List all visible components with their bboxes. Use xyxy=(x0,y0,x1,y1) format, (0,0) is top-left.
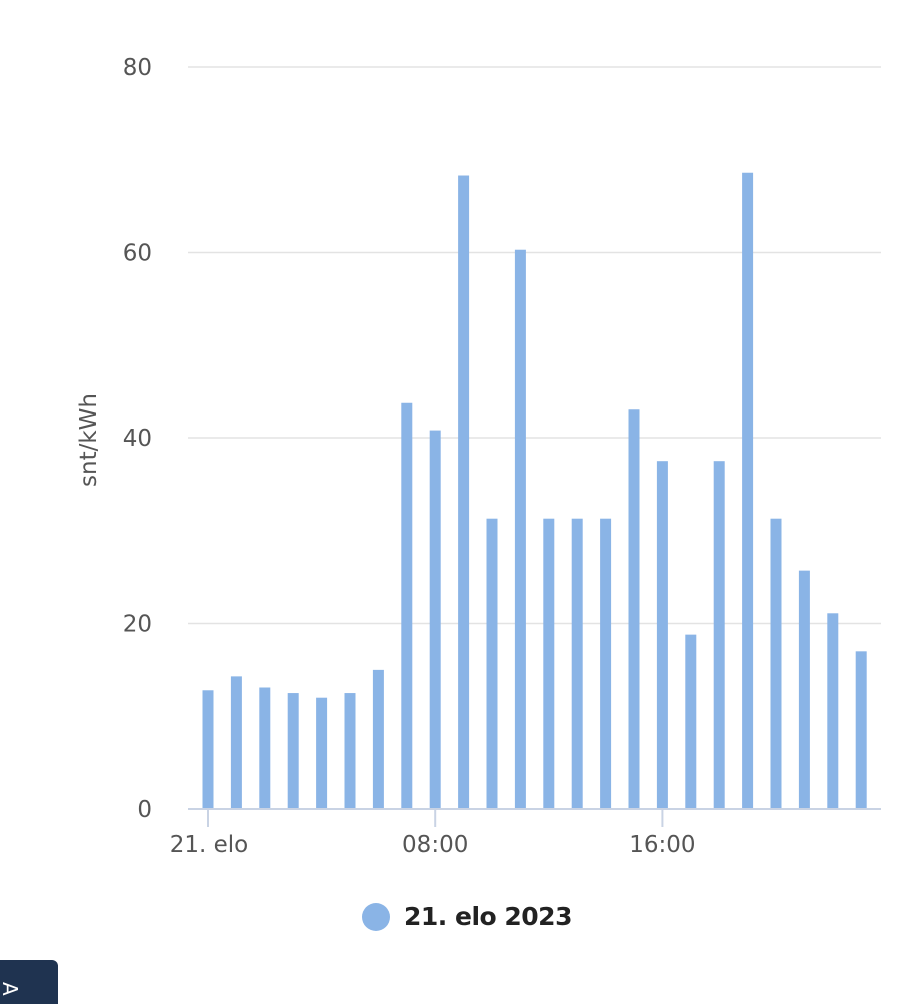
bar[interactable] xyxy=(316,697,328,809)
x-tick-label: 08:00 xyxy=(402,832,468,858)
bar[interactable] xyxy=(287,693,299,809)
bar[interactable] xyxy=(458,175,470,809)
x-tick-label: 16:00 xyxy=(629,832,695,858)
bar[interactable] xyxy=(230,676,242,809)
bar[interactable] xyxy=(656,461,668,809)
legend-item[interactable]: 21. elo 2023 xyxy=(362,902,572,931)
price-bar-chart: 0 20 40 60 80 21. elo 08:00 16:00 snt/kWh xyxy=(76,55,881,858)
side-tab-label: A xyxy=(0,982,22,996)
bar[interactable] xyxy=(628,409,640,809)
bar[interactable] xyxy=(571,518,583,809)
y-tick-label: 80 xyxy=(123,55,152,81)
bar[interactable] xyxy=(742,172,754,810)
bar[interactable] xyxy=(543,518,555,809)
y-tick-label: 60 xyxy=(123,241,152,267)
y-tick-label: 20 xyxy=(123,612,152,638)
y-tick-label: 40 xyxy=(123,426,152,452)
bars xyxy=(202,172,867,810)
legend-swatch-icon xyxy=(362,902,390,931)
bar[interactable] xyxy=(855,651,867,809)
bar[interactable] xyxy=(827,613,839,809)
bar[interactable] xyxy=(401,402,413,809)
bar[interactable] xyxy=(798,570,810,809)
legend-label: 21. elo 2023 xyxy=(404,902,572,931)
bar[interactable] xyxy=(770,518,782,809)
bar[interactable] xyxy=(685,634,697,809)
bar[interactable] xyxy=(202,690,214,809)
bar[interactable] xyxy=(344,693,356,809)
bar[interactable] xyxy=(600,518,612,809)
y-axis-title: snt/kWh xyxy=(76,393,102,487)
bar[interactable] xyxy=(259,687,271,809)
bar[interactable] xyxy=(514,249,526,809)
bar[interactable] xyxy=(372,669,384,809)
bar[interactable] xyxy=(713,461,725,809)
side-tab-button[interactable]: A xyxy=(0,960,58,1004)
x-tick-label: 21. elo xyxy=(170,832,249,858)
axes xyxy=(188,808,881,827)
bar[interactable] xyxy=(429,430,441,809)
bar[interactable] xyxy=(486,518,498,809)
tick-labels: 0 20 40 60 80 21. elo 08:00 16:00 xyxy=(123,55,696,858)
y-tick-label: 0 xyxy=(137,797,152,823)
grid-lines xyxy=(188,66,881,625)
